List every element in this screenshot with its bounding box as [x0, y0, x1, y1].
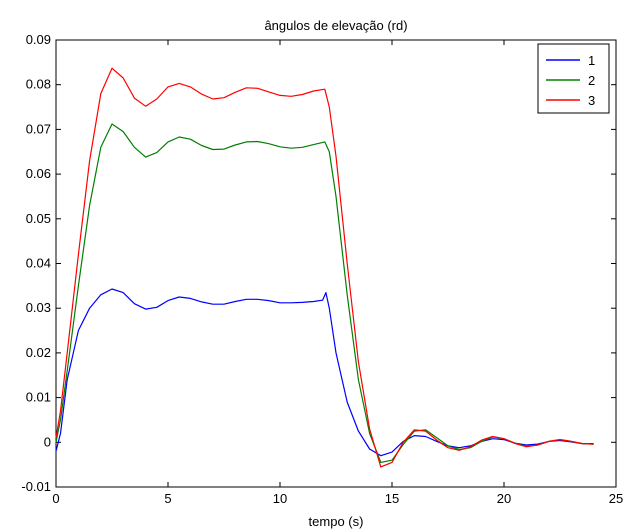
y-tick-label: 0.03	[26, 300, 51, 315]
y-tick-label: 0.02	[26, 345, 51, 360]
y-ticks: -0.01 0 0.01 0.02 0.03 0.04 0.05 0.06 0.07 0.08 0.…	[21, 32, 616, 494]
legend-label-1: 1	[588, 53, 595, 68]
y-tick-label: 0.01	[26, 390, 51, 405]
y-tick-label: 0	[44, 434, 51, 449]
x-axis-label: tempo (s)	[309, 514, 364, 529]
y-tick-label: 0.07	[26, 121, 51, 136]
y-tick-label: 0.04	[26, 256, 51, 271]
x-ticks: 0 5 10 15 20 25	[52, 40, 623, 506]
x-tick-label: 0	[52, 491, 59, 506]
chart-title: ângulos de elevação (rd)	[264, 18, 407, 33]
legend-label-2: 2	[588, 73, 595, 88]
y-tick-label: 0.09	[26, 32, 51, 47]
y-tick-label: 0.06	[26, 166, 51, 181]
x-tick-label: 5	[164, 491, 171, 506]
legend-label-3: 3	[588, 93, 595, 108]
series-line-1	[55, 288, 594, 457]
y-tick-label: -0.01	[21, 479, 51, 494]
y-tick-label: 0.05	[26, 211, 51, 226]
plot-area	[55, 39, 617, 488]
series-lines	[55, 67, 594, 468]
x-tick-label: 10	[273, 491, 287, 506]
legend-box	[537, 43, 610, 114]
x-tick-label: 25	[609, 491, 623, 506]
legend: 1 2 3	[537, 43, 610, 114]
x-tick-label: 15	[385, 491, 399, 506]
x-tick-label: 20	[497, 491, 511, 506]
y-tick-label: 0.08	[26, 77, 51, 92]
series-line-3	[55, 67, 594, 468]
